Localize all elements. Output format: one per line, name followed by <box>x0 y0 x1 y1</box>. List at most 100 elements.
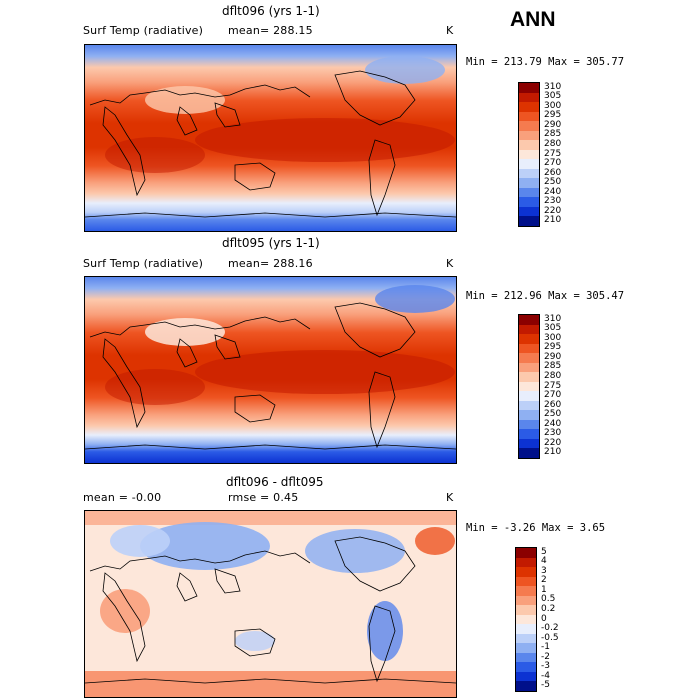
colorbar-swatch <box>519 334 539 345</box>
colorbar-tick-label: 290 <box>544 119 562 130</box>
colorbar-tick-label: 305 <box>544 91 562 102</box>
colorbar-swatch <box>516 633 536 644</box>
colorbar-swatch <box>519 362 539 373</box>
colorbar-tick-label: 5 <box>541 546 547 557</box>
colorbar-tick-label: 260 <box>544 399 562 410</box>
colorbar-tick-label: 270 <box>544 158 562 169</box>
colorbar-tick-label: 250 <box>544 409 562 420</box>
colorbar-tick-label: -0.5 <box>541 632 559 643</box>
panel-3-rmse: rmse = 0.45 <box>228 491 299 504</box>
colorbar-swatch <box>516 567 536 578</box>
colorbar-swatch <box>516 614 536 625</box>
colorbar-tick-label: 2 <box>541 575 547 586</box>
colorbar-swatch <box>519 353 539 364</box>
colorbar-tick-label: 4 <box>541 556 547 567</box>
colorbar-swatch <box>519 197 539 208</box>
colorbar-tick-label: 300 <box>544 100 562 111</box>
colorbar-swatch <box>519 419 539 430</box>
colorbar-tick-label: 220 <box>544 437 562 448</box>
panel-2-minmax: Min = 212.96 Max = 305.47 <box>466 290 625 302</box>
colorbar-tick-label: 0.5 <box>541 594 556 605</box>
colorbar-swatch <box>519 206 539 217</box>
colorbar-tick-label: 285 <box>544 129 562 140</box>
panel-1-mean: mean= 288.15 <box>228 24 313 37</box>
colorbar-swatch <box>519 343 539 354</box>
colorbar-tick-label: 275 <box>544 148 562 159</box>
colorbar-tick-label: -5 <box>541 680 550 691</box>
colorbar-swatch <box>519 159 539 170</box>
colorbar-tick-label: 230 <box>544 196 562 207</box>
panel-2-units: K <box>446 257 454 270</box>
colorbar-swatch <box>519 216 539 227</box>
colorbar-swatch <box>519 92 539 103</box>
colorbar-tick-label: 310 <box>544 313 562 324</box>
colorbar-swatch <box>516 576 536 587</box>
colorbar-tick-label: 0 <box>541 613 547 624</box>
colorbar-swatch <box>519 438 539 449</box>
colorbar-tick-label: 280 <box>544 138 562 149</box>
colorbar-swatch <box>519 168 539 179</box>
colorbar-swatch <box>519 448 539 459</box>
panel-2-colorbar <box>518 314 540 459</box>
colorbar-swatch <box>516 662 536 673</box>
colorbar-tick-label: -2 <box>541 651 550 662</box>
colorbar-swatch <box>519 149 539 160</box>
colorbar-swatch <box>519 121 539 132</box>
colorbar-swatch <box>519 324 539 335</box>
colorbar-tick-label: 275 <box>544 380 562 391</box>
colorbar-tick-label: 240 <box>544 186 562 197</box>
colorbar-swatch <box>519 381 539 392</box>
colorbar-tick-label: 280 <box>544 370 562 381</box>
colorbar-tick-label: 0.2 <box>541 603 556 614</box>
panel-3-colorbar <box>515 547 537 692</box>
panel-2-title: dflt095 (yrs 1-1) <box>222 236 320 250</box>
panel-3-minmax: Min = -3.26 Max = 3.65 <box>466 522 606 534</box>
colorbar-tick-label: 240 <box>544 418 562 429</box>
colorbar-swatch <box>516 652 536 663</box>
colorbar-swatch <box>519 391 539 402</box>
colorbar-tick-label: -4 <box>541 670 550 681</box>
colorbar-swatch <box>516 605 536 616</box>
colorbar-tick-label: 290 <box>544 351 562 362</box>
colorbar-swatch <box>519 83 539 94</box>
colorbar-swatch <box>516 624 536 635</box>
colorbar-tick-label: 210 <box>544 447 562 458</box>
panel-1-variable: Surf Temp (radiative) <box>83 24 204 37</box>
colorbar-swatch <box>519 130 539 141</box>
colorbar-swatch <box>516 595 536 606</box>
colorbar-swatch <box>519 140 539 151</box>
panel-2-mean: mean= 288.16 <box>228 257 313 270</box>
colorbar-swatch <box>519 429 539 440</box>
colorbar-swatch <box>519 410 539 421</box>
panel-1-units: K <box>446 24 454 37</box>
panel-2-variable: Surf Temp (radiative) <box>83 257 204 270</box>
colorbar-swatch <box>519 400 539 411</box>
panel-1-map <box>84 44 457 232</box>
colorbar-swatch <box>516 643 536 654</box>
panel-3-map <box>84 510 457 698</box>
panel-1-title: dflt096 (yrs 1-1) <box>222 4 320 18</box>
colorbar-tick-label: 295 <box>544 110 562 121</box>
colorbar-tick-label: 220 <box>544 205 562 216</box>
colorbar-tick-label: 250 <box>544 177 562 188</box>
colorbar-tick-label: 260 <box>544 167 562 178</box>
colorbar-tick-label: 3 <box>541 565 547 576</box>
panel-1-colorbar <box>518 82 540 227</box>
colorbar-swatch <box>519 102 539 113</box>
panel-3-mean: mean = -0.00 <box>83 491 162 504</box>
colorbar-tick-label: 210 <box>544 215 562 226</box>
colorbar-swatch <box>519 372 539 383</box>
colorbar-tick-label: 295 <box>544 342 562 353</box>
colorbar-tick-label: 1 <box>541 584 547 595</box>
colorbar-tick-label: 230 <box>544 428 562 439</box>
colorbar-tick-label: 285 <box>544 361 562 372</box>
colorbar-tick-label: 270 <box>544 390 562 401</box>
panel-3-units: K <box>446 491 454 504</box>
colorbar-swatch <box>516 548 536 559</box>
colorbar-tick-label: 305 <box>544 323 562 334</box>
colorbar-tick-label: -0.2 <box>541 623 559 634</box>
panel-1-minmax: Min = 213.79 Max = 305.77 <box>466 56 625 68</box>
colorbar-tick-label: -3 <box>541 661 550 672</box>
panel-2-map <box>84 276 457 464</box>
colorbar-tick-label: 300 <box>544 332 562 343</box>
